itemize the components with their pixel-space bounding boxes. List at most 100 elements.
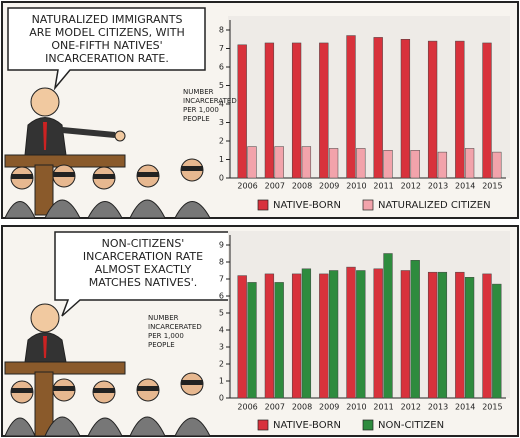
legend-label: NATURALIZED CITIZEN <box>378 200 491 211</box>
legend-swatch <box>362 419 374 431</box>
bar <box>383 150 393 179</box>
y-axis-label: PEOPLE <box>148 341 175 349</box>
bar <box>437 151 448 179</box>
bar <box>383 253 393 399</box>
bar <box>237 275 247 399</box>
y-tick-label: 0 <box>219 394 224 403</box>
bar <box>264 273 275 399</box>
bar <box>410 150 420 179</box>
y-tick-label: 3 <box>219 343 224 352</box>
bar <box>492 151 502 179</box>
speech-text: INCARCERATION RATE <box>83 250 203 263</box>
bar <box>301 268 312 399</box>
x-tick-label: 2011 <box>373 403 393 412</box>
x-tick-label: 2007 <box>265 403 285 412</box>
x-tick-label: 2009 <box>319 182 339 191</box>
x-tick-label: 2006 <box>237 182 257 191</box>
y-tick-label: 7 <box>219 44 224 53</box>
bar <box>291 273 302 399</box>
y-tick-label: 8 <box>219 258 224 267</box>
x-tick-label: 2014 <box>455 182 475 191</box>
bar <box>427 271 438 399</box>
bar <box>328 270 339 399</box>
bar <box>356 270 366 399</box>
speech-text: ALMOST EXACTLY <box>95 263 192 276</box>
illustration <box>4 231 233 437</box>
bar <box>464 277 475 399</box>
bar <box>373 37 383 179</box>
bar <box>482 42 492 179</box>
bar <box>247 146 257 179</box>
y-tick-label: 2 <box>219 137 224 146</box>
x-tick-label: 2006 <box>237 403 257 412</box>
bar <box>264 42 275 179</box>
legend-label: NATIVE-BORN <box>273 200 341 211</box>
y-tick-label: 6 <box>219 63 224 72</box>
bar <box>455 40 465 179</box>
bar <box>482 273 492 399</box>
y-tick-label: 8 <box>219 26 224 35</box>
y-tick-label: 5 <box>219 309 224 318</box>
speech-text: ARE MODEL CITIZENS, WITH <box>29 26 185 39</box>
y-tick-label: 7 <box>219 275 224 284</box>
bar <box>455 271 465 399</box>
x-tick-label: 2013 <box>428 403 448 412</box>
legend-label: NON-CITIZEN <box>378 420 444 431</box>
bar <box>301 146 312 179</box>
x-tick-label: 2010 <box>346 182 366 191</box>
x-tick-label: 2008 <box>292 182 312 191</box>
y-tick-label: 0 <box>219 174 224 183</box>
bar <box>400 39 411 179</box>
bar <box>291 42 302 179</box>
bar <box>346 35 356 179</box>
x-tick-label: 2013 <box>428 182 448 191</box>
x-tick-label: 2012 <box>401 182 421 191</box>
x-tick-label: 2010 <box>346 403 366 412</box>
y-tick-label: 4 <box>219 100 224 109</box>
y-axis-label: INCARCERATED <box>183 97 237 105</box>
y-axis-label: PEOPLE <box>183 115 210 123</box>
bar <box>437 271 448 399</box>
bar <box>346 266 356 399</box>
y-axis-label: NUMBER <box>148 314 179 322</box>
bar <box>400 270 411 399</box>
y-tick-label: 3 <box>219 118 224 127</box>
y-tick-label: 4 <box>219 326 224 335</box>
x-tick-label: 2011 <box>373 182 393 191</box>
speech-text: INCARCERATION RATE. <box>45 52 169 65</box>
illustration <box>4 7 211 219</box>
y-axis-label: NUMBER <box>183 88 214 96</box>
y-axis-label: PER 1,000 <box>183 106 219 114</box>
y-tick-label: 9 <box>219 241 224 250</box>
legend-swatch <box>257 199 269 211</box>
bar <box>237 44 247 179</box>
y-tick-label: 5 <box>219 81 224 90</box>
bar <box>492 283 502 399</box>
x-tick-label: 2014 <box>455 403 475 412</box>
x-tick-label: 2012 <box>401 403 421 412</box>
speech-text: MATCHES NATIVES'. <box>89 276 197 289</box>
bar <box>410 260 420 399</box>
bar <box>373 268 383 399</box>
x-tick-label: 2007 <box>265 182 285 191</box>
legend-label: NATIVE-BORN <box>273 420 341 431</box>
y-tick-label: 2 <box>219 360 224 369</box>
legend-swatch <box>362 199 374 211</box>
speech-text: ONE-FIFTH NATIVES' <box>51 39 162 52</box>
bar <box>427 40 438 179</box>
y-tick-label: 1 <box>219 155 224 164</box>
x-tick-label: 2008 <box>292 403 312 412</box>
speech-text: NON-CITIZENS' <box>102 237 185 250</box>
bar <box>319 42 329 179</box>
legend-swatch <box>257 419 269 431</box>
x-tick-label: 2009 <box>319 403 339 412</box>
bar <box>247 282 257 399</box>
y-axis-label: PER 1,000 <box>148 332 184 340</box>
bar <box>464 148 475 179</box>
bar <box>274 282 284 399</box>
bar <box>319 273 329 399</box>
speech-text: NATURALIZED IMMIGRANTS <box>32 13 183 26</box>
bar <box>356 148 366 179</box>
y-axis-label: INCARCERATED <box>148 323 202 331</box>
